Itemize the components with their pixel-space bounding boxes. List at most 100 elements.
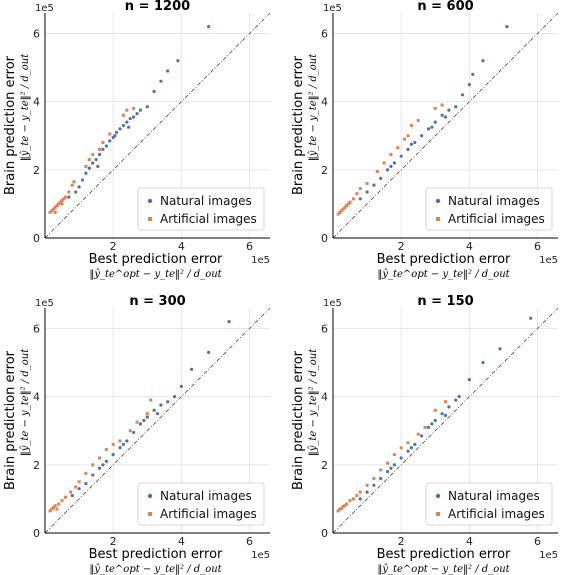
legend-marker-natural [147,493,153,499]
y-tick-label: 6 [321,322,328,335]
legend-label: Artificial images [448,507,545,521]
data-point-artificial [340,209,344,213]
panel-title: n = 150 [417,294,473,309]
data-point-natural [166,400,170,404]
data-point-natural [392,161,396,165]
legend-box [137,187,265,231]
data-point-artificial [433,106,437,110]
data-point-natural [457,395,461,399]
data-point-artificial [132,106,136,110]
data-point-artificial [399,446,403,450]
data-point-natural [447,108,451,112]
data-point-natural [443,413,448,417]
panel-title: n = 600 [417,0,473,14]
y-tick-label: 0 [33,232,40,245]
x-tick-label: 2 [398,240,405,253]
legend: Natural images Artificial images [425,482,553,526]
legend-label: Artificial images [448,212,545,226]
data-point-natural [172,395,177,399]
data-point-natural [166,69,170,73]
x-tick-label: 4 [466,535,473,548]
data-point-natural [430,422,434,426]
data-point-artificial [406,441,410,445]
data-point-natural [227,320,231,324]
data-point-natural [413,442,417,446]
data-point-artificial [382,161,386,165]
data-point-artificial [365,181,369,185]
x-axis-formula: ‖ŷ_te^opt − y_te‖² / d_out [89,564,222,575]
data-point-natural [372,183,376,187]
y-scale-label: 1e5 [323,3,342,14]
x-axis-label: Best prediction error [89,252,223,267]
data-point-artificial [345,204,349,208]
data-point-natural [207,350,211,354]
data-point-artificial [386,461,390,465]
y-tick-label: 4 [321,96,328,109]
panel-title: n = 1200 [125,0,190,14]
data-point-natural [529,316,533,320]
data-point-natural [385,168,390,172]
x-scale-label: 1e5 [539,255,558,266]
y-tick-label: 4 [33,96,40,109]
data-point-natural [358,197,362,201]
y-tick-label: 0 [33,527,40,540]
data-point-artificial [55,507,59,511]
data-point-natural [505,25,509,29]
data-point-artificial [355,494,359,497]
data-point-natural [104,459,108,464]
y-axis-formula: ‖ŷ_te − y_te‖² / d_out [308,348,319,457]
data-point-natural [440,412,444,416]
data-point-natural [128,117,132,121]
data-point-natural [152,89,156,94]
data-point-natural [113,134,117,138]
data-point-natural [132,430,136,435]
panel-title: n = 300 [129,294,185,309]
data-point-natural [433,120,437,124]
legend-box [425,482,553,526]
data-point-artificial [50,209,54,213]
data-point-artificial [358,490,362,494]
y-tick-label: 4 [321,391,328,404]
data-point-artificial [379,468,383,472]
data-point-artificial [70,183,74,187]
data-point-natural [80,178,85,182]
data-point-natural [481,59,485,63]
data-point-artificial [60,199,64,202]
data-point-artificial [338,507,342,511]
data-point-natural [135,111,139,116]
data-point-natural [406,147,410,151]
data-point-artificial [128,429,132,433]
data-point-artificial [104,447,108,451]
data-point-artificial [375,170,379,174]
data-point-artificial [52,505,56,509]
y-tick-label: 6 [33,27,40,40]
chart-panel-4: 2 4 6 0 2 4 6 1e5 1e5 n = 150 Best prediction erro… [291,294,559,575]
data-point-artificial [336,212,340,216]
data-point-artificial [433,408,437,412]
y-tick-label: 2 [33,164,40,177]
legend-label: Natural images [448,489,540,503]
y-tick-label: 0 [321,527,328,540]
data-point-natural [108,139,112,143]
data-point-natural [481,360,485,365]
data-point-natural [145,415,149,419]
data-point-natural [392,463,396,467]
data-point-natural [125,120,129,124]
data-point-natural [118,127,122,131]
data-point-natural [159,79,163,83]
data-point-natural [138,108,143,112]
chart-panel-1: 2 4 6 0 2 4 6 1e5 1e5 n = 1200 Best prediction err… [3,0,271,280]
legend-marker-natural [435,198,441,204]
data-point-artificial [351,197,355,201]
legend-marker-artificial [148,512,152,516]
data-point-artificial [74,485,78,489]
data-point-artificial [48,509,52,513]
data-point-artificial [396,146,400,150]
y-tick-label: 2 [33,459,40,472]
data-point-artificial [355,192,359,196]
data-point-natural [399,154,403,158]
data-point-natural [101,463,105,467]
data-point-artificial [91,463,95,467]
data-point-artificial [48,210,52,214]
data-point-artificial [50,507,54,511]
